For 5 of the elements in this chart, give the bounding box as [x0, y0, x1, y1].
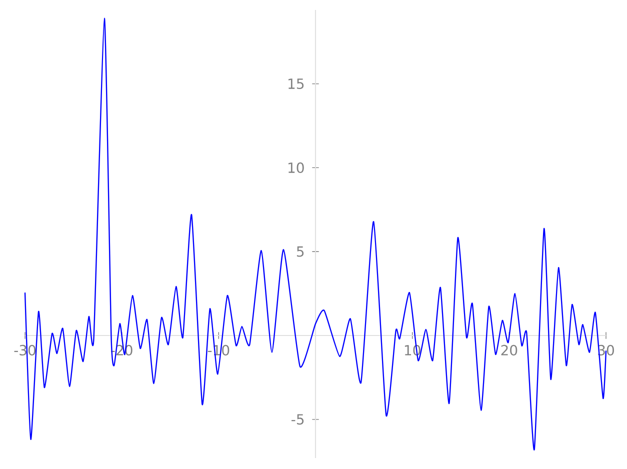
x-tick-label: 20: [501, 344, 518, 356]
y-tick-label: 10: [288, 162, 304, 174]
y-tick-label: 15: [288, 78, 304, 90]
y-tick-label: -5: [292, 414, 304, 425]
y-tick-label: 5: [296, 246, 304, 257]
